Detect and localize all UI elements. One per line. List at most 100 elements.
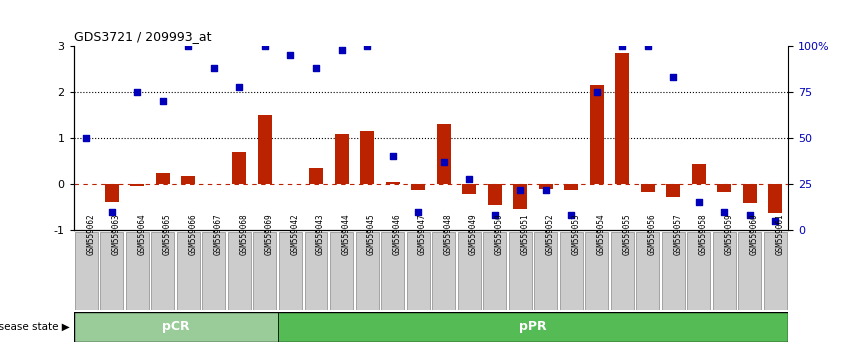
Point — [182, 43, 196, 49]
Bar — [717, 184, 731, 192]
Bar — [305, 232, 327, 310]
Text: GSM559048: GSM559048 — [443, 213, 453, 255]
Point — [565, 212, 578, 218]
Text: GDS3721 / 209993_at: GDS3721 / 209993_at — [74, 30, 211, 44]
Point — [131, 89, 145, 95]
Bar — [743, 184, 757, 204]
Bar — [100, 232, 123, 310]
Point — [436, 159, 450, 165]
Bar — [713, 232, 736, 310]
Bar — [74, 312, 278, 342]
Text: GSM559063: GSM559063 — [112, 213, 121, 255]
Point — [105, 209, 119, 215]
Bar — [768, 184, 782, 213]
Bar — [360, 131, 374, 184]
Point — [80, 135, 94, 141]
Point — [156, 98, 170, 104]
Bar — [666, 184, 681, 197]
Point — [692, 200, 706, 205]
Text: GSM559049: GSM559049 — [469, 213, 478, 255]
Point — [615, 43, 629, 49]
Point — [309, 65, 323, 71]
Text: GSM559066: GSM559066 — [189, 213, 197, 255]
Bar — [615, 53, 630, 184]
Bar — [611, 232, 634, 310]
Bar — [590, 85, 604, 184]
Bar — [662, 232, 685, 310]
Bar — [309, 168, 323, 184]
Point — [207, 65, 221, 71]
Point — [462, 176, 476, 181]
Bar — [181, 176, 196, 184]
Text: pCR: pCR — [162, 320, 190, 333]
Bar — [739, 232, 761, 310]
Bar — [177, 232, 200, 310]
Text: GSM559042: GSM559042 — [290, 213, 300, 255]
Point — [514, 187, 527, 193]
Text: GSM559060: GSM559060 — [750, 213, 759, 255]
Point — [717, 209, 731, 215]
Text: GSM559069: GSM559069 — [265, 213, 274, 255]
Bar — [534, 232, 557, 310]
Bar — [228, 232, 251, 310]
Bar — [637, 232, 659, 310]
Text: GSM559054: GSM559054 — [597, 213, 605, 255]
Bar — [514, 184, 527, 209]
Bar — [254, 232, 276, 310]
Text: GSM559052: GSM559052 — [546, 213, 554, 255]
Bar — [278, 312, 788, 342]
Text: GSM559047: GSM559047 — [418, 213, 427, 255]
Point — [488, 212, 501, 218]
Bar — [641, 184, 655, 192]
Bar — [74, 232, 98, 310]
Point — [283, 52, 297, 58]
Point — [641, 43, 655, 49]
Bar — [385, 182, 399, 184]
Text: GSM559043: GSM559043 — [316, 213, 325, 255]
Bar — [764, 232, 787, 310]
Text: GSM559056: GSM559056 — [648, 213, 656, 255]
Bar — [457, 232, 481, 310]
Text: GSM559065: GSM559065 — [163, 213, 172, 255]
Bar — [203, 232, 225, 310]
Bar — [334, 135, 348, 184]
Text: GSM559046: GSM559046 — [392, 213, 402, 255]
Bar — [539, 184, 553, 189]
Text: GSM559055: GSM559055 — [622, 213, 631, 255]
Text: GSM559058: GSM559058 — [699, 213, 708, 255]
Text: pPR: pPR — [519, 320, 546, 333]
Bar — [564, 184, 578, 190]
Bar — [559, 232, 583, 310]
Bar — [279, 232, 302, 310]
Point — [539, 187, 553, 193]
Bar — [585, 232, 608, 310]
Text: GSM559045: GSM559045 — [367, 213, 376, 255]
Bar — [692, 164, 706, 184]
Text: GSM559068: GSM559068 — [240, 213, 249, 255]
Bar — [152, 232, 174, 310]
Text: disease state ▶: disease state ▶ — [0, 321, 69, 332]
Text: GSM559057: GSM559057 — [673, 213, 682, 255]
Bar — [436, 124, 450, 184]
Bar — [356, 232, 378, 310]
Text: GSM559053: GSM559053 — [572, 213, 580, 255]
Point — [590, 89, 604, 95]
Bar — [258, 115, 272, 184]
Bar — [381, 232, 404, 310]
Bar — [488, 184, 501, 205]
Text: GSM559044: GSM559044 — [341, 213, 351, 255]
Bar — [688, 232, 710, 310]
Point — [258, 43, 272, 49]
Bar — [411, 184, 425, 190]
Point — [768, 218, 782, 224]
Text: GSM559067: GSM559067 — [214, 213, 223, 255]
Bar — [156, 172, 170, 184]
Text: GSM559050: GSM559050 — [494, 213, 504, 255]
Bar — [432, 232, 455, 310]
Bar — [330, 232, 353, 310]
Point — [666, 74, 680, 80]
Point — [411, 209, 425, 215]
Bar — [126, 232, 149, 310]
Text: GSM559059: GSM559059 — [724, 213, 734, 255]
Point — [233, 84, 247, 89]
